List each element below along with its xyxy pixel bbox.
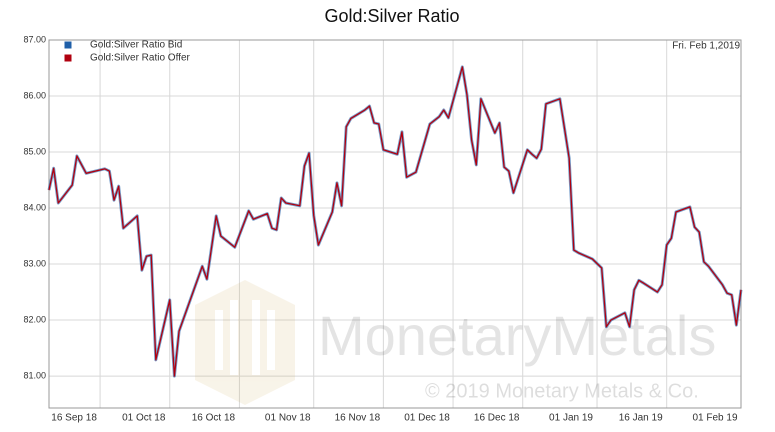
x-tick-label: 01 Oct 18 bbox=[122, 413, 166, 424]
x-tick-label: 01 Feb 19 bbox=[692, 413, 737, 424]
copyright-text: © 2019 Monetary Metals & Co. bbox=[425, 380, 699, 402]
y-tick-label: 84.00 bbox=[23, 202, 46, 212]
watermark-logo bbox=[195, 280, 295, 405]
y-tick-label: 82.00 bbox=[23, 314, 46, 324]
x-tick-label: 01 Dec 18 bbox=[404, 413, 450, 424]
x-tick-label: 01 Nov 18 bbox=[265, 413, 311, 424]
x-tick-label: 16 Sep 18 bbox=[51, 413, 97, 424]
y-tick-label: 87.00 bbox=[23, 34, 46, 44]
legend-label: Gold:Silver Ratio Offer bbox=[90, 53, 191, 64]
date-annotation: Fri. Feb 1,2019 bbox=[672, 41, 740, 52]
x-tick-label: 16 Nov 18 bbox=[335, 413, 381, 424]
y-tick-label: 86.00 bbox=[23, 90, 46, 100]
watermark-text: MonetaryMetals bbox=[318, 304, 716, 367]
plot-frame bbox=[48, 39, 742, 409]
x-tick-label: 16 Jan 19 bbox=[619, 413, 663, 424]
legend-label: Gold:Silver Ratio Bid bbox=[90, 40, 182, 51]
chart-title: Gold:Silver Ratio bbox=[324, 6, 459, 26]
y-tick-label: 85.00 bbox=[23, 146, 46, 156]
legend-swatch bbox=[63, 53, 73, 63]
x-tick-label: 16 Oct 18 bbox=[192, 413, 236, 424]
y-tick-label: 83.00 bbox=[23, 258, 46, 268]
x-tick-label: 01 Jan 19 bbox=[549, 413, 593, 424]
y-tick-label: 81.00 bbox=[23, 370, 46, 380]
series-line bbox=[48, 66, 742, 377]
legend-swatch bbox=[63, 40, 73, 50]
x-tick-label: 16 Dec 18 bbox=[474, 413, 520, 424]
